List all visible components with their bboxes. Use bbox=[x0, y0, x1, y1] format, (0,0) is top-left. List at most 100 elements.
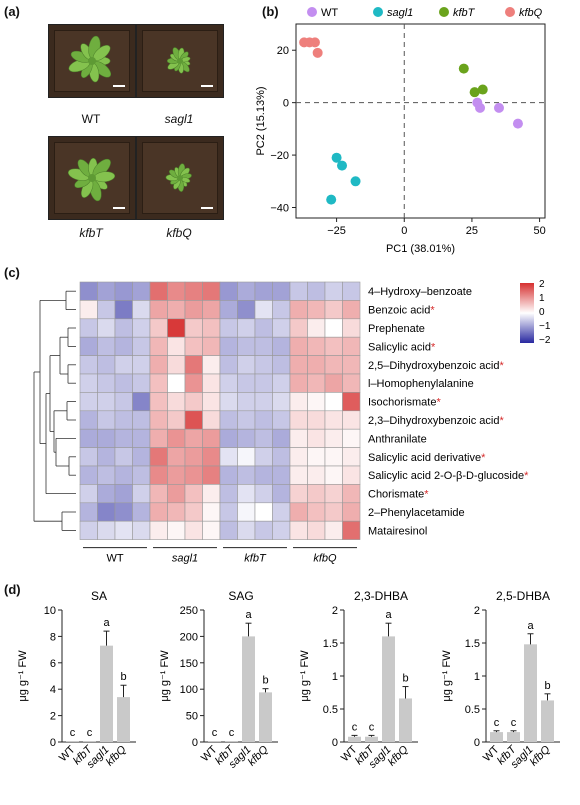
plant-photo-kfbq bbox=[136, 136, 224, 220]
heatmap-cell bbox=[289, 502, 308, 522]
bar-ytick-label: 0 bbox=[50, 737, 56, 749]
pca-xtick-label: −25 bbox=[327, 225, 346, 237]
heatmap-cell bbox=[219, 428, 238, 448]
panel-c-label: (c) bbox=[4, 265, 20, 280]
heatmap-cell bbox=[184, 447, 203, 467]
heatmap-group-label: kfbT bbox=[244, 553, 267, 565]
heatmap-cell bbox=[307, 484, 326, 504]
bar-ytick-label: 0 bbox=[192, 737, 198, 749]
heatmap-cell bbox=[237, 502, 256, 522]
bar bbox=[382, 636, 395, 742]
scale-bar bbox=[201, 207, 213, 209]
pca-point bbox=[350, 176, 361, 187]
heatmap-cell bbox=[79, 484, 98, 504]
heatmap-cell bbox=[149, 355, 168, 375]
heatmap-cell bbox=[237, 410, 256, 430]
bar-ytick-label: 150 bbox=[180, 658, 198, 670]
significance-letter: c bbox=[229, 727, 235, 739]
pca-legend-label: sagl1 bbox=[387, 7, 413, 19]
heatmap-cell bbox=[149, 300, 168, 320]
plant-photo-kfbt bbox=[48, 136, 136, 220]
significance-star: * bbox=[436, 397, 441, 409]
bar bbox=[259, 692, 272, 742]
heatmap-cell bbox=[272, 300, 291, 320]
heatmap-cell bbox=[167, 520, 186, 540]
significance-letter: b bbox=[262, 675, 268, 687]
heatmap-cell bbox=[254, 373, 273, 393]
heatmap-cell bbox=[254, 336, 273, 356]
heatmap-cell bbox=[202, 465, 221, 485]
bar bbox=[507, 732, 520, 742]
heatmap-row-label: Salicylic acid derivative* bbox=[368, 452, 486, 464]
heatmap-cell bbox=[79, 520, 98, 540]
plant-photo-sagl1 bbox=[136, 24, 224, 98]
pca-legend-marker bbox=[373, 7, 383, 17]
heatmap-cell bbox=[219, 392, 238, 412]
significance-star: * bbox=[499, 360, 504, 372]
heatmap-cell bbox=[324, 355, 343, 375]
significance-letter: c bbox=[494, 717, 500, 729]
heatmap-row-label: Salicylic acid* bbox=[368, 341, 436, 353]
heatmap-legend-tick: 2 bbox=[539, 279, 545, 290]
heatmap-group-label: WT bbox=[106, 553, 123, 565]
significance-star: * bbox=[524, 470, 529, 482]
heatmap-cell bbox=[237, 300, 256, 320]
heatmap-row-label: Isochorismate* bbox=[368, 397, 441, 409]
heatmap-cell bbox=[272, 355, 291, 375]
heatmap-row-label: Salicylic acid 2-O-β-D-glucoside* bbox=[368, 470, 529, 482]
significance-star: * bbox=[430, 305, 435, 317]
rosette-icon bbox=[68, 35, 112, 83]
pca-ytick-label: 0 bbox=[283, 98, 289, 110]
heatmap-cell bbox=[132, 373, 151, 393]
heatmap-cell bbox=[324, 428, 343, 448]
heatmap-cell bbox=[184, 520, 203, 540]
bar-chart-title: SAG bbox=[228, 589, 253, 603]
pca-xtick-label: 0 bbox=[401, 225, 407, 237]
pca-point bbox=[312, 47, 323, 58]
bar-category-label: kfbQ bbox=[386, 743, 411, 768]
heatmap-cell bbox=[97, 336, 116, 356]
bar-category-label: kfbQ bbox=[528, 743, 553, 768]
heatmap-cell bbox=[184, 484, 203, 504]
heatmap-row-label: 2–Phenylacetamide bbox=[368, 507, 465, 519]
bar-ytick-label: 250 bbox=[180, 605, 198, 617]
photo-label-wt: WT bbox=[81, 112, 101, 126]
bar bbox=[242, 636, 255, 742]
heatmap-cell bbox=[237, 281, 256, 301]
heatmap-cell bbox=[289, 373, 308, 393]
heatmap-row-label: Benzoic acid* bbox=[368, 305, 435, 317]
heatmap-cell bbox=[237, 447, 256, 467]
heatmap-cell bbox=[254, 428, 273, 448]
heatmap-cell bbox=[307, 355, 326, 375]
significance-letter: c bbox=[352, 721, 358, 733]
heatmap-cell bbox=[114, 520, 133, 540]
heatmap-cell bbox=[167, 447, 186, 467]
heatmap-legend-tick: −2 bbox=[539, 335, 551, 346]
heatmap-plot: 4–Hydroxy–benzoate Benzoic acid* Prephenat… bbox=[33, 279, 551, 565]
heatmap-cell bbox=[342, 502, 361, 522]
heatmap-cell bbox=[114, 355, 133, 375]
rosette-icon bbox=[165, 163, 192, 192]
heatmap-cell bbox=[342, 336, 361, 356]
heatmap-cell bbox=[132, 428, 151, 448]
heatmap-cell bbox=[184, 300, 203, 320]
heatmap-cell bbox=[307, 336, 326, 356]
rosette-icon bbox=[67, 158, 116, 202]
heatmap-cell bbox=[97, 410, 116, 430]
bar-ylabel: μg g⁻¹ FW bbox=[299, 650, 311, 702]
heatmap-cell bbox=[289, 447, 308, 467]
heatmap-cell bbox=[132, 484, 151, 504]
significance-letter: b bbox=[544, 680, 550, 692]
heatmap-cell bbox=[272, 392, 291, 412]
heatmap-cell bbox=[289, 465, 308, 485]
pca-ylabel: PC2 (15.13%) bbox=[255, 86, 267, 155]
pca-legend-label: kfbQ bbox=[519, 7, 543, 19]
heatmap-cell bbox=[97, 300, 116, 320]
heatmap-cell bbox=[149, 447, 168, 467]
heatmap-cell bbox=[202, 428, 221, 448]
heatmap-cell bbox=[219, 410, 238, 430]
bar bbox=[490, 732, 503, 742]
heatmap-cell bbox=[237, 392, 256, 412]
heatmap-cell bbox=[342, 410, 361, 430]
